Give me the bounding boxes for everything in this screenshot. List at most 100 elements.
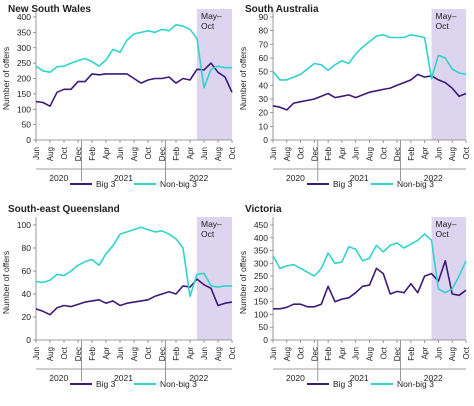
x-tick-label: Oct: [297, 346, 306, 359]
y-tick-label: 20: [259, 108, 269, 118]
x-tick-label: Dec: [158, 147, 167, 161]
series-line-big3: [35, 278, 233, 316]
x-tick-label: Oct: [228, 346, 237, 359]
y-tick-label: 30: [259, 94, 269, 104]
legend-label: Non-big 3: [160, 179, 197, 189]
series-line-big3: [273, 259, 467, 310]
legend-label: Non-big 3: [160, 379, 197, 389]
y-axis-label: Number of offers: [1, 47, 11, 110]
x-tick-label: Jun: [200, 147, 209, 160]
legend-label: Big 3: [96, 379, 116, 389]
x-tick-label: Aug: [130, 147, 139, 161]
x-tick-label: Apr: [421, 347, 430, 360]
y-tick-label: 200: [17, 74, 31, 84]
x-tick-label: Apr: [186, 347, 195, 360]
x-tick-label: Feb: [172, 346, 181, 360]
x-tick-label: Dec: [74, 347, 83, 361]
x-tick-label: Dec: [74, 147, 83, 161]
y-axis-label: Number of offers: [238, 251, 248, 314]
series-line-big3: [35, 62, 233, 107]
x-tick-label: Aug: [366, 147, 375, 161]
x-tick-label: Dec: [158, 347, 167, 361]
series-line-big3: [272, 73, 467, 111]
y-tick-label: 100: [254, 309, 268, 319]
x-tick-label: Apr: [102, 147, 111, 160]
x-tick-label: Apr: [102, 347, 111, 360]
y-tick-label: 90: [259, 12, 269, 22]
year-label: 2021: [350, 373, 369, 383]
x-tick-label: Dec: [393, 147, 402, 161]
y-tick-label: 150: [17, 89, 31, 99]
x-tick-label: Jun: [352, 347, 361, 360]
legend-label: Big 3: [333, 179, 353, 189]
x-tick-label: Aug: [448, 147, 457, 161]
x-tick-label: Aug: [283, 147, 292, 161]
x-tick-label: Dec: [310, 347, 319, 361]
y-tick-label: 150: [254, 297, 268, 307]
x-tick-label: Jun: [116, 347, 125, 360]
x-tick-label: Jun: [434, 147, 443, 160]
panel-4: May–OctVictoria0501001502002503003504004…: [238, 204, 471, 389]
y-tick-label: 50: [259, 67, 269, 77]
y-tick-label: 0: [263, 335, 268, 345]
x-tick-label: Oct: [379, 346, 388, 359]
series-line-nonbig3: [272, 33, 467, 81]
y-tick-label: 100: [17, 104, 31, 114]
year-label: 2021: [350, 173, 369, 183]
y-tick-label: 70: [259, 39, 269, 49]
year-label: 2022: [189, 173, 208, 183]
y-tick-label: 40: [259, 80, 269, 90]
x-tick-label: Dec: [393, 347, 402, 361]
y-tick-label: 20: [22, 312, 32, 322]
y-tick-label: 300: [254, 258, 268, 268]
year-label: 2021: [114, 173, 133, 183]
x-tick-label: Aug: [366, 347, 375, 361]
x-tick-label: Apr: [338, 147, 347, 160]
year-label: 2020: [49, 373, 68, 383]
x-tick-label: Jun: [116, 147, 125, 160]
x-tick-label: Oct: [462, 146, 471, 159]
y-tick-label: 400: [17, 12, 31, 22]
x-tick-label: Feb: [407, 346, 416, 360]
y-tick-label: 0: [263, 135, 268, 145]
shaded-region: [431, 9, 466, 140]
legend-label: Big 3: [96, 179, 116, 189]
x-tick-label: Aug: [214, 347, 223, 361]
year-label: 2022: [424, 173, 443, 183]
y-tick-label: 80: [259, 26, 269, 36]
x-tick-label: Feb: [88, 146, 97, 160]
x-tick-label: Oct: [379, 146, 388, 159]
x-tick-label: Aug: [130, 347, 139, 361]
year-label: 2022: [424, 373, 443, 383]
y-tick-label: 80: [22, 243, 32, 253]
y-tick-label: 0: [26, 135, 31, 145]
x-tick-label: Aug: [283, 347, 292, 361]
shaded-region-label: Oct: [201, 229, 215, 239]
shaded-region: [197, 217, 232, 340]
y-axis-label: Number of offers: [238, 47, 248, 110]
legend-label: Big 3: [333, 379, 353, 389]
y-tick-label: 50: [22, 120, 32, 130]
x-tick-label: Jun: [434, 347, 443, 360]
y-axis-label: Number of offers: [1, 251, 11, 314]
y-tick-label: 250: [254, 271, 268, 281]
x-tick-label: Feb: [88, 346, 97, 360]
x-tick-label: Jun: [32, 147, 41, 160]
x-tick-label: Jun: [269, 347, 278, 360]
x-tick-label: Oct: [462, 346, 471, 359]
legend-label: Non-big 3: [397, 379, 434, 389]
x-tick-label: Aug: [214, 147, 223, 161]
x-tick-label: Dec: [310, 147, 319, 161]
x-tick-label: Aug: [448, 347, 457, 361]
shaded-region-label: May–: [201, 219, 222, 229]
legend-label: Non-big 3: [397, 179, 434, 189]
y-tick-label: 10: [259, 121, 269, 131]
x-tick-label: Apr: [421, 147, 430, 160]
x-tick-label: Feb: [324, 346, 333, 360]
series-line-nonbig3: [272, 233, 467, 294]
year-label: 2020: [286, 373, 305, 383]
x-tick-label: Feb: [324, 146, 333, 160]
